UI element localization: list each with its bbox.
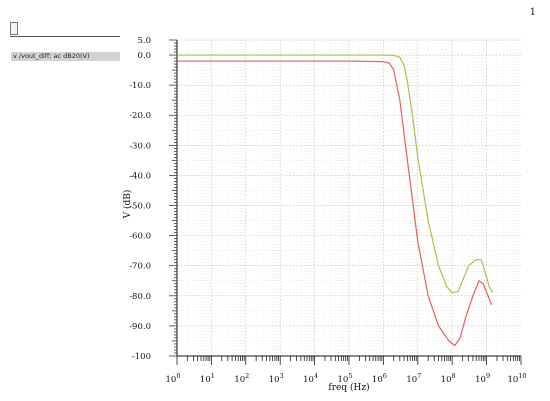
y-tick-label: -40.0 [129,171,151,181]
series-line-2 [177,60,493,347]
series-line-1 [177,54,494,294]
y-tick-label: 0.0 [137,51,151,61]
x-tick-label: 106 [372,372,387,385]
y-tick-label: -70.0 [129,262,151,272]
page-number: 1 [529,7,536,18]
y-tick-label: -80.0 [129,292,151,302]
axes [169,39,522,365]
x-tick-label: 107 [406,372,421,385]
x-tick-labels: 100 101 102 103 104 105 106 107 108 109 1010 [166,372,527,385]
panel-handle[interactable] [10,22,18,35]
x-tick-label: 1010 [507,372,526,385]
y-tick-label: -60.0 [129,232,151,242]
x-tick-label: 109 [475,372,490,385]
y-tick-label: -50.0 [129,202,151,212]
y-tick-label: -10.0 [129,81,151,91]
y-axis-label: V (dB) [122,190,133,220]
y-tick-label: -100 [132,352,151,362]
x-tick-label: 104 [303,372,318,385]
x-tick-label: 108 [441,372,456,385]
x-tick-label: 105 [338,372,353,385]
series-lines [177,54,494,347]
x-tick-label: 103 [269,372,284,385]
y-tick-label: -30.0 [129,141,151,151]
x-tick-label: 101 [200,372,215,385]
y-tick-label: -20.0 [129,111,151,121]
signal-browser-panel: v /vout_diff; ac dB20(V) [0,0,125,401]
grid-lines [176,39,521,357]
y-tick-label: -90.0 [129,322,151,332]
x-axis-label: freq (Hz) [328,382,369,393]
y-tick-label: 5.0 [137,36,151,46]
x-tick-label: 100 [166,372,181,385]
panel-header-bar [10,22,120,37]
x-tick-label: 102 [234,372,249,385]
signal-trace-label[interactable]: v /vout_diff; ac dB20(V) [11,52,120,61]
y-tick-labels: 5.0 0.0 -10.0 -20.0 -30.0 -40.0 -50.0 -60.0 -70.… [129,36,151,362]
